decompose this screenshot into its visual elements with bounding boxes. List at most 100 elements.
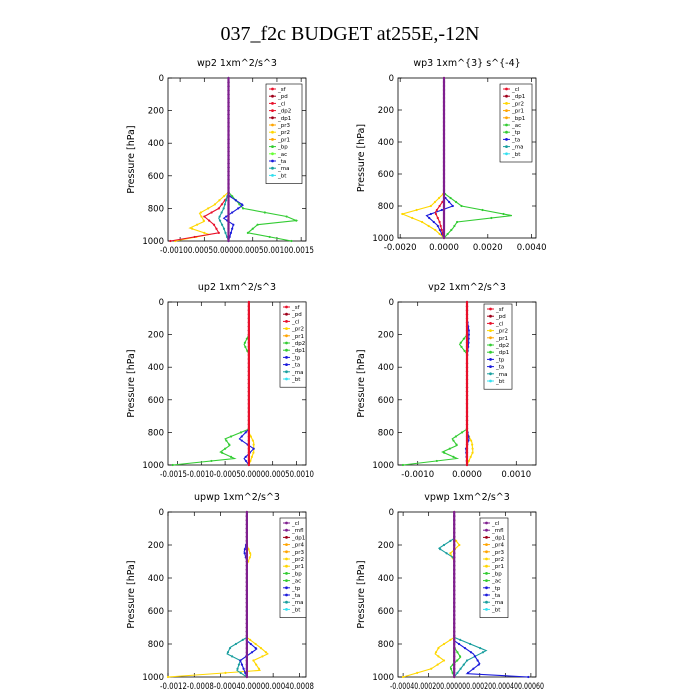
series-marker [439, 224, 442, 228]
legend-label: _bt [291, 377, 301, 383]
legend-marker [271, 123, 274, 127]
legend-label: _sf [291, 305, 301, 311]
series-marker [251, 439, 254, 442]
series-marker [245, 589, 248, 592]
series-marker [428, 216, 431, 220]
legend-marker [485, 572, 488, 575]
series-marker [465, 329, 469, 332]
series-marker [225, 199, 228, 202]
legend-marker [271, 138, 274, 141]
series-marker [442, 132, 446, 136]
series-marker [465, 386, 469, 389]
series-marker [435, 459, 438, 463]
series-marker [245, 642, 248, 646]
series-marker [453, 614, 456, 617]
series-marker [467, 337, 470, 340]
series-marker [442, 236, 446, 240]
series-marker [227, 158, 230, 161]
series-marker [249, 435, 252, 438]
series-marker [227, 219, 230, 222]
series-marker [442, 152, 446, 156]
series-marker [240, 439, 243, 442]
series-marker [215, 227, 218, 230]
y-axis-label: Pressure [hPa] [356, 349, 367, 417]
series-marker [247, 435, 250, 438]
chart-panel-1: wp2 1xm^2/s^3 Pressure [hPa] 0 200 400 600 800… [126, 58, 314, 256]
legend-box [479, 517, 509, 618]
series-marker [249, 638, 252, 641]
series-marker [227, 101, 230, 104]
series-marker [212, 223, 216, 226]
legend-label: _tp [291, 355, 301, 361]
y-tick-label: 1000 [372, 461, 394, 471]
legend-marker [505, 138, 508, 141]
series-marker [442, 104, 446, 108]
legend-marker [285, 550, 288, 554]
series-marker [217, 207, 220, 210]
series-marker [247, 309, 250, 312]
legend-marker [285, 608, 288, 611]
series-marker [227, 129, 230, 133]
series-marker [442, 543, 446, 547]
legend-marker [285, 348, 288, 352]
series-marker [247, 321, 250, 324]
series-marker [247, 402, 250, 405]
series-marker [453, 535, 456, 538]
y-tick-label: 0 [159, 298, 164, 308]
legend-label: _dp1 [495, 350, 509, 356]
series-marker [227, 121, 230, 124]
series-marker [477, 663, 480, 666]
legend-marker [489, 336, 492, 340]
series-marker [247, 423, 250, 426]
legend-marker [505, 152, 508, 156]
series-marker [442, 100, 446, 104]
series-marker [239, 431, 243, 434]
series-marker [240, 203, 243, 206]
series-marker [245, 593, 248, 596]
legend-marker [489, 358, 492, 361]
series-marker [442, 124, 446, 128]
series-marker [247, 410, 250, 414]
series-marker [465, 321, 469, 324]
x-tick-label: -0.0020 [384, 243, 417, 253]
series-marker [465, 447, 469, 450]
series-marker [465, 333, 469, 336]
y-tick-label: 200 [148, 107, 164, 117]
series-marker [191, 227, 194, 230]
series-marker [459, 341, 462, 344]
legend-marker [285, 557, 288, 561]
chart-panel-3: up2 1xm^2/s^3 Pressure [hPa] 0 200 400 600 800… [126, 282, 314, 480]
series-marker [462, 663, 465, 666]
series-marker [227, 76, 230, 80]
series-marker [245, 647, 248, 650]
series-marker [227, 195, 230, 198]
series-marker [465, 398, 469, 401]
series-marker [453, 531, 456, 534]
series-marker [247, 357, 250, 361]
series-marker [245, 535, 248, 538]
legend-marker [505, 123, 508, 127]
series-marker [225, 439, 228, 442]
series-marker [245, 655, 248, 658]
series-marker [434, 228, 437, 232]
series-marker [224, 671, 227, 674]
legend-marker [285, 543, 288, 546]
series-marker [247, 353, 250, 357]
series-marker [442, 96, 446, 100]
series-marker [437, 655, 440, 658]
series-marker [227, 150, 230, 153]
series-marker [237, 207, 240, 210]
series-marker [442, 120, 446, 124]
series-marker [465, 431, 469, 434]
series-marker [247, 382, 250, 385]
x-tick-labels: -0.00040.000200.000000.000200.000400.000… [390, 682, 544, 692]
series-marker [252, 659, 255, 662]
series-marker [453, 601, 456, 604]
series-marker [245, 622, 248, 625]
series-marker [442, 196, 446, 200]
series-marker [465, 317, 469, 320]
y-tick-label: 1000 [142, 673, 164, 683]
series-marker [259, 647, 263, 650]
series-marker [442, 659, 446, 662]
series-marker [245, 605, 248, 608]
